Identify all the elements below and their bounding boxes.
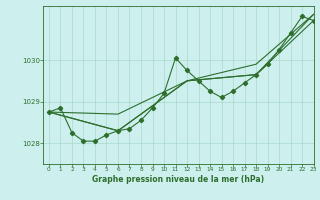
X-axis label: Graphe pression niveau de la mer (hPa): Graphe pression niveau de la mer (hPa) — [92, 175, 264, 184]
